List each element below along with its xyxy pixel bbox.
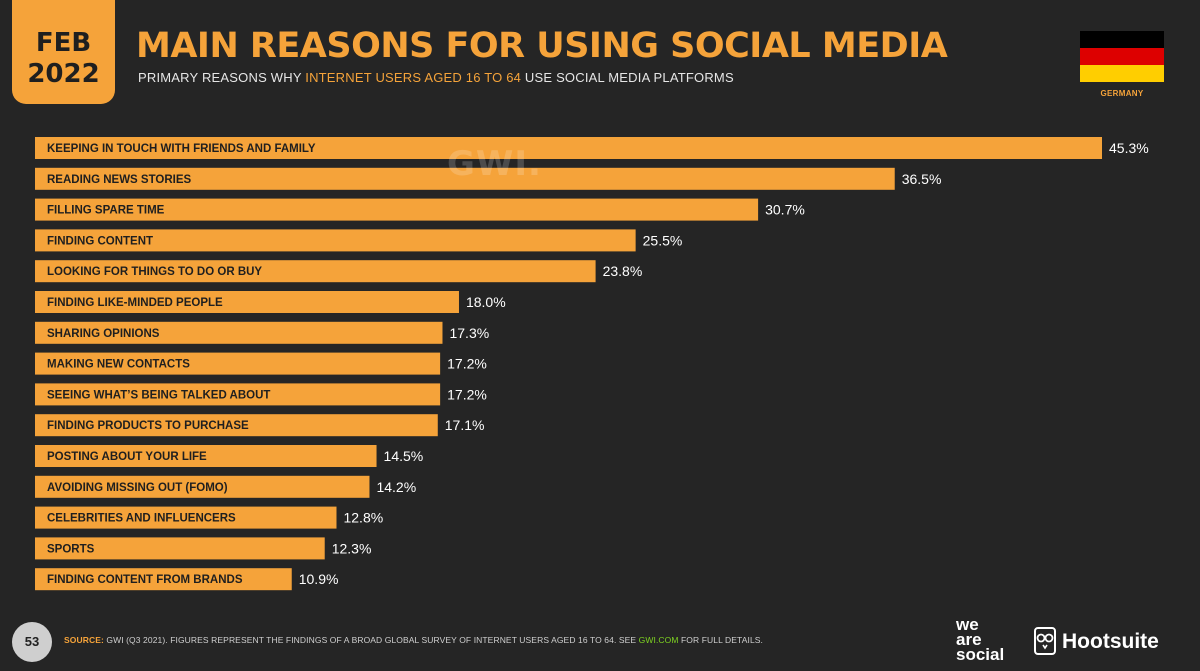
value-label-8: 17.2% [447,356,487,372]
value-label-15: 10.9% [299,571,339,587]
country-label: GERMANY [1100,89,1144,98]
logo-word-we: we [956,615,979,634]
bar-10 [35,414,438,437]
flag-stripe-gold [1080,65,1164,82]
bar-chart: KEEPING IN TOUCH WITH FRIENDS AND FAMILY… [35,137,1149,591]
bar-9 [35,383,441,406]
hootsuite-logo: Hootsuite [1034,624,1159,660]
value-label-7: 17.3% [449,325,489,341]
bar-label-12: AVOIDING MISSING OUT (FOMO) [47,482,228,494]
we-are-social-logo: we are social [956,615,1026,664]
bar-3 [35,198,759,221]
bar-label-8: MAKING NEW CONTACTS [47,359,190,371]
source-link[interactable]: GWI.COM [638,635,679,645]
bar-14 [35,537,325,560]
bar-2 [35,167,895,190]
bar-8 [35,352,441,375]
bar-label-11: POSTING ABOUT YOUR LIFE [47,451,207,463]
bar-label-10: FINDING PRODUCTS TO PURCHASE [47,420,249,432]
bar-label-9: SEEING WHAT’S BEING TALKED ABOUT [47,389,270,401]
value-label-13: 12.8% [343,510,383,526]
value-label-4: 25.5% [643,232,683,248]
logo-word-social: social [956,645,1005,664]
source-note: SOURCE: GWI (Q3 2021). FIGURES REPRESENT… [64,635,763,645]
date-year: 2022 [27,59,100,89]
bar-label-1: KEEPING IN TOUCH WITH FRIENDS AND FAMILY [47,143,316,155]
bar-1 [35,137,1102,159]
flag-stripe-black [1080,31,1164,48]
page-subtitle: PRIMARY REASONS WHY INTERNET USERS AGED … [138,70,734,85]
bar-label-14: SPORTS [47,543,95,555]
value-label-9: 17.2% [447,386,487,402]
value-label-14: 12.3% [332,540,372,556]
owl-icon [1034,627,1056,655]
bar-label-6: FINDING LIKE-MINDED PEOPLE [47,297,223,309]
value-label-10: 17.1% [445,417,485,433]
logo-word-are: are [956,630,982,649]
source-label: SOURCE: [64,635,104,645]
bar-label-4: FINDING CONTENT [47,235,153,247]
date-badge: FEB 2022 [12,0,115,104]
bar-6 [35,291,459,313]
bar-label-7: SHARING OPINIONS [47,328,160,340]
value-label-6: 18.0% [466,294,506,310]
bar-label-13: CELEBRITIES AND INFLUENCERS [47,513,236,525]
gwi-watermark: GWI. [447,144,542,184]
bar-label-15: FINDING CONTENT FROM BRANDS [47,574,243,586]
hootsuite-wordmark: Hootsuite [1062,630,1159,653]
bar-label-3: FILLING SPARE TIME [47,205,165,217]
subtitle-prefix: PRIMARY REASONS WHY [138,70,306,85]
date-month: FEB [35,28,92,58]
bar-11 [35,445,377,467]
bar-13 [35,506,337,529]
value-label-5: 23.8% [603,263,643,279]
bar-label-2: READING NEWS STORIES [47,174,192,186]
bar-label-5: LOOKING FOR THINGS TO DO OR BUY [47,266,262,278]
value-label-1: 45.3% [1109,140,1149,156]
flag-stripe-red [1080,48,1164,65]
value-label-11: 14.5% [384,448,424,464]
source-text: GWI (Q3 2021). FIGURES REPRESENT THE FIN… [103,635,639,645]
value-label-3: 30.7% [765,202,805,218]
page-number: 53 [12,622,52,662]
value-label-12: 14.2% [376,479,416,495]
page-title: MAIN REASONS FOR USING SOCIAL MEDIA [136,26,948,66]
bar-15 [35,568,292,591]
bar-7 [35,321,443,344]
subtitle-highlight: INTERNET USERS AGED 16 TO 64 [305,70,522,85]
source-tail: FOR FULL DETAILS. [678,635,764,645]
bar-4 [35,229,636,252]
subtitle-suffix: USE SOCIAL MEDIA PLATFORMS [521,70,734,85]
germany-flag-icon [1080,31,1164,82]
bar-12 [35,475,370,498]
bar-5 [35,260,596,283]
value-label-2: 36.5% [902,171,942,187]
